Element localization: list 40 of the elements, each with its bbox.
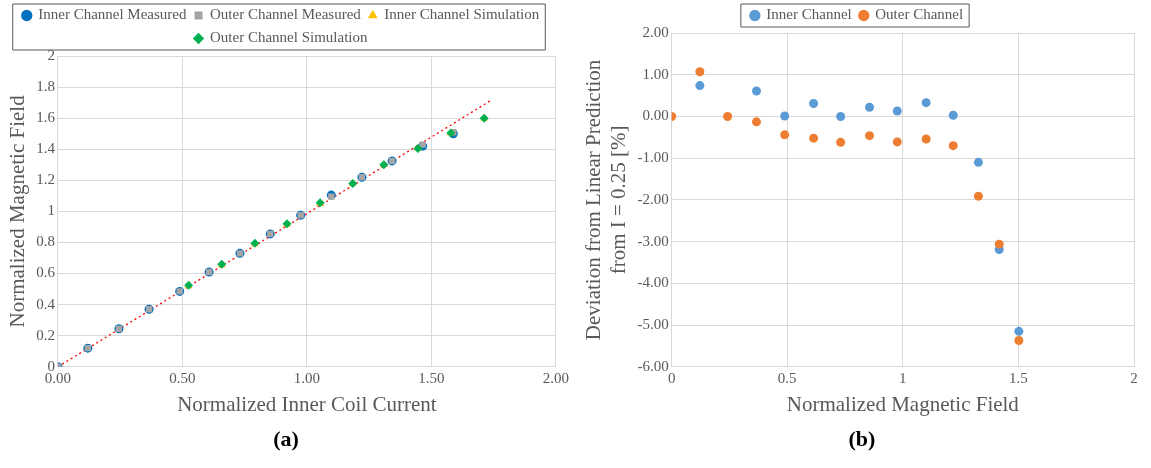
x-tick-label: 1.5 [1009,369,1028,386]
y-tick-label: 0 [47,357,55,374]
y-tick-label: -2.00 [637,190,669,207]
y-tick-label: 2.00 [642,23,669,40]
y-tick-label: 0.6 [36,264,56,281]
text: (a) [273,426,299,452]
y-tick-label: 1 [47,202,55,219]
y-tick-label: 0.00 [642,107,669,124]
x-tick-label: 1.00 [293,369,321,386]
x-axis-title: Normalized Magnetic Field [786,391,1020,416]
legend-label: Outer Channel [875,6,964,23]
x-tick-label: 1 [899,369,907,386]
legend-label: Outer Channel Measured [210,6,362,23]
y-tick-label: 1.4 [36,140,56,157]
y-tick-label: 1.00 [642,65,669,82]
text: (b) [848,426,876,452]
y-tick-label: -4.00 [637,274,669,291]
legend-label: Inner Channel Measured [38,6,188,23]
y-axis-title: Normalized Magnetic Field [5,94,30,328]
x-tick-label: 2 [1130,369,1138,386]
x-tick-label: 1.50 [418,369,445,386]
y-tick-label: 1.8 [36,78,55,95]
legend-label: Inner Channel Simulation [384,6,540,23]
y-tick-label: -1.00 [637,149,669,166]
x-tick-label: 0.50 [169,369,196,386]
y-tick-label: 1.2 [36,171,55,188]
y-tick-label: 1.6 [36,109,56,126]
y-axis-title: Deviation from Linear Prediction from I = 0.25 [%] [581,59,631,341]
y-tick-label: -3.00 [637,232,669,249]
y-tick-label: 0.2 [36,326,55,343]
y-tick-label: 0.4 [36,295,56,312]
y-tick-label: -6.00 [637,357,669,374]
legend-label: Outer Channel Simulation [210,29,368,46]
y-tick-label: -5.00 [637,316,669,333]
x-axis-title: Normalized Inner Coil Current [177,391,437,416]
legend-label: Inner Channel [766,6,852,23]
y-tick-label: 0.8 [36,233,55,250]
x-tick-label: 0.5 [777,369,797,386]
x-tick-label: 2.00 [542,369,569,386]
y-tick-label: 2 [47,46,55,63]
